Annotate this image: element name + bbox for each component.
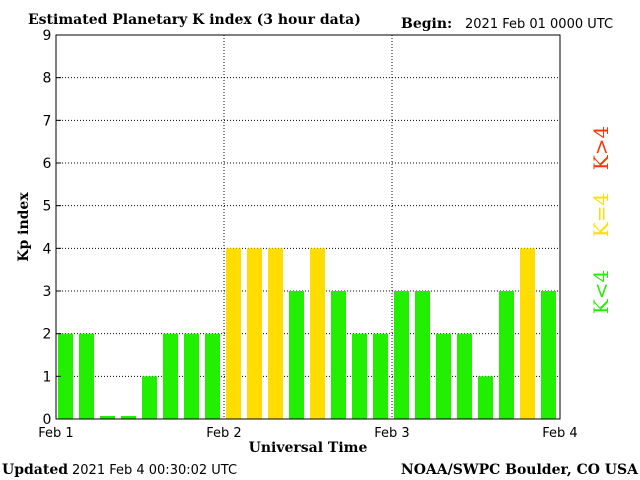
bar [520, 248, 535, 419]
x-tick-label: Feb 4 [542, 426, 577, 441]
bar [394, 291, 409, 419]
bar [247, 248, 262, 419]
grid-lines [56, 35, 560, 419]
updated-label: Updated [2, 462, 68, 478]
y-tick-label: 7 [43, 113, 52, 129]
y-tick-label: 8 [43, 71, 52, 87]
x-tick-labels: Feb 1 Feb 2 Feb 3 Feb 4 [38, 426, 577, 441]
bar-group [58, 248, 556, 419]
bar [352, 333, 367, 419]
bar [373, 333, 388, 419]
bar [58, 333, 73, 419]
begin-label: Begin: [401, 16, 452, 32]
bar [415, 291, 430, 419]
bar [499, 291, 514, 419]
bar [163, 333, 178, 419]
y-tick-label: 1 [43, 369, 52, 385]
credit-text: NOAA/SWPC Boulder, CO USA [401, 462, 639, 478]
bar [226, 248, 241, 419]
bar [436, 333, 451, 419]
y-axis-label: Kp index [16, 192, 32, 262]
legend-high: K>4 [589, 126, 613, 170]
x-tick-label: Feb 3 [374, 426, 409, 441]
y-tick-label: 9 [43, 28, 52, 44]
bar [205, 333, 220, 419]
begin-date: 2021 Feb 01 0000 UTC [465, 17, 613, 32]
bar [100, 416, 115, 419]
bar [331, 291, 346, 419]
legend-low: K<4 [589, 270, 613, 314]
plot-frame [55, 34, 561, 420]
chart-title: Estimated Planetary K index (3 hour data… [28, 12, 361, 28]
x-axis-label: Universal Time [249, 440, 368, 456]
x-tick-label: Feb 2 [206, 426, 241, 441]
y-tick-label: 5 [43, 199, 52, 215]
bar [457, 333, 472, 419]
bar [79, 333, 94, 419]
bar [121, 416, 136, 419]
x-tick-label: Feb 1 [38, 426, 73, 441]
bar [142, 376, 157, 419]
bar [478, 376, 493, 419]
y-tick-label: 6 [43, 156, 52, 172]
y-tick-label: 3 [43, 284, 52, 300]
bar [541, 291, 556, 419]
legend-mid: K=4 [589, 193, 613, 237]
y-tick-label: 2 [43, 327, 52, 343]
updated-timestamp: 2021 Feb 4 00:30:02 UTC [72, 463, 237, 478]
y-tick-label: 4 [43, 241, 52, 257]
bar [268, 248, 283, 419]
y-tick-label: 0 [43, 412, 52, 428]
bar [289, 291, 304, 419]
bar [184, 333, 199, 419]
bar [310, 248, 325, 419]
